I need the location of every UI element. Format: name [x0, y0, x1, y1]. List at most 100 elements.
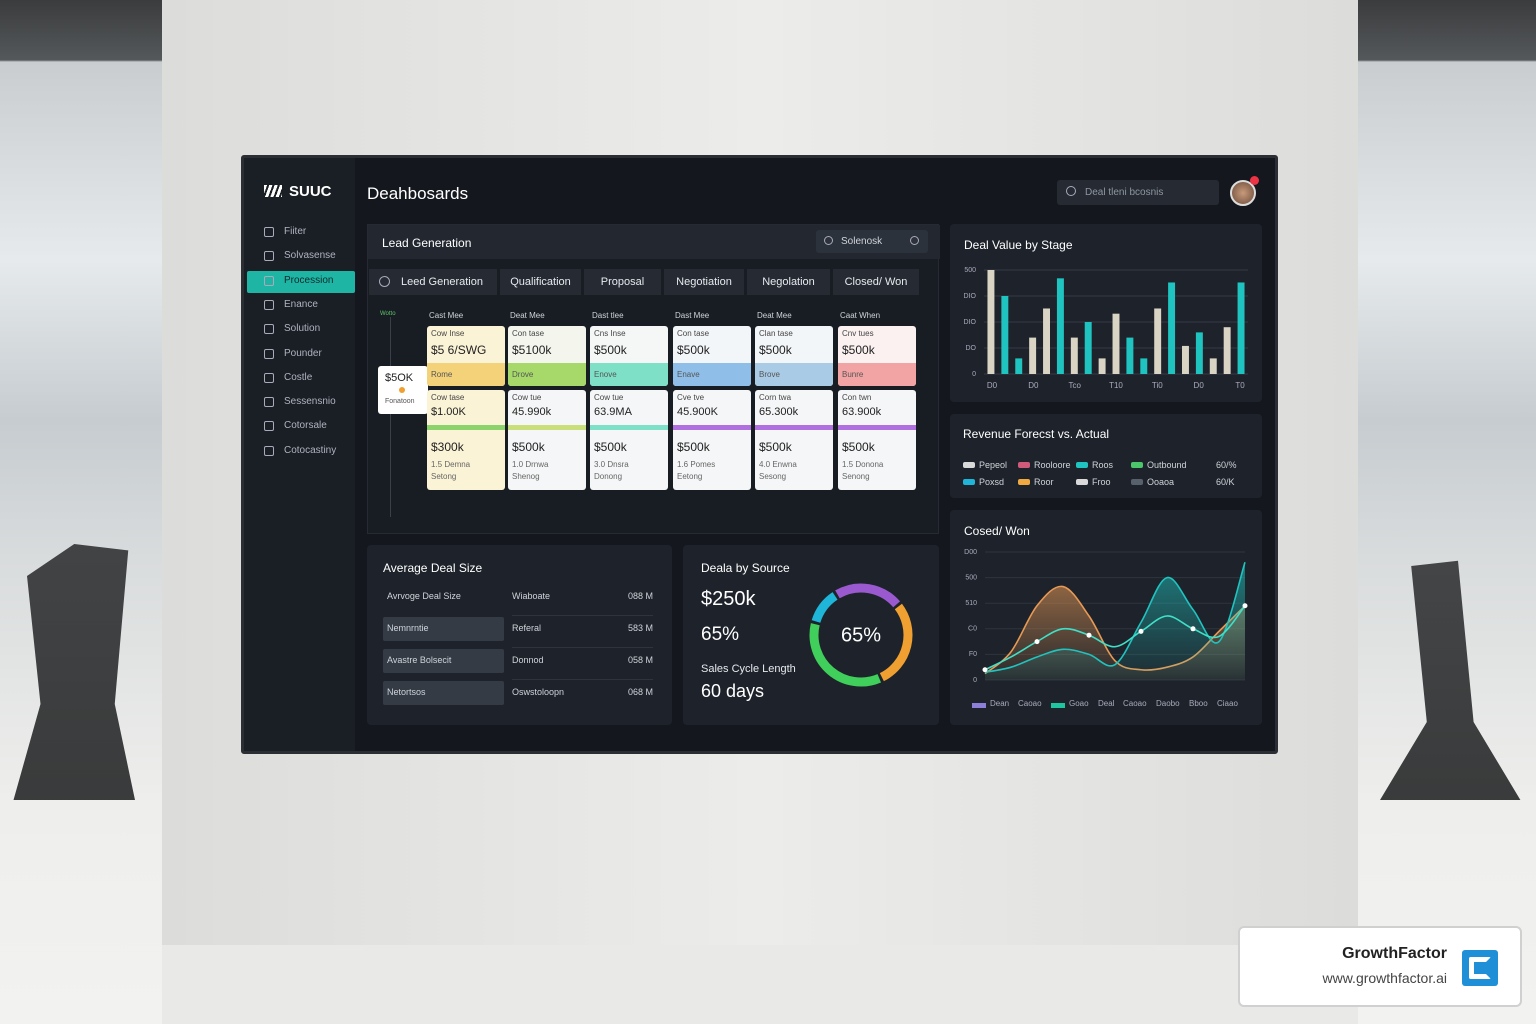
x-tick-label: T0: [1235, 381, 1245, 390]
legend-label: 60/%: [1216, 460, 1237, 470]
bar: [1015, 358, 1023, 374]
card-detail: 4.0 Enwna: [759, 460, 797, 469]
bar: [1182, 345, 1189, 374]
legend-label: Roor: [1034, 477, 1054, 487]
card-value: 45.900K: [677, 406, 718, 418]
deal-card: Cow tue 45.990k $500k 1.0 Drnwa Shenog: [508, 390, 586, 490]
page-title: Deahbosards: [367, 184, 469, 203]
card-value: $500k: [594, 343, 627, 357]
card-tag: Enove: [590, 363, 668, 386]
office-right: [1358, 0, 1536, 1024]
stage-tab[interactable]: Negotiation: [664, 269, 744, 295]
point: [1034, 639, 1040, 645]
nav-item: Pounder: [284, 347, 322, 359]
y-tick-label: D00: [964, 549, 977, 556]
card-detail: 1.5 Donona: [842, 460, 884, 469]
nav-icon: [264, 421, 274, 432]
nav-icon: [264, 372, 274, 383]
bar: [1001, 296, 1009, 374]
search-icon: [824, 236, 833, 245]
card-amount: $500k: [842, 440, 875, 454]
card-amount: $500k: [759, 440, 792, 454]
column-head: Cast Mee: [429, 311, 464, 320]
legend-label: Outbound: [1147, 460, 1187, 470]
line-chart: D00 500 510 C0 F0 0: [964, 549, 1248, 684]
legend-swatch: [972, 703, 986, 708]
sidebar: SUUC Fiiter Solvasense Procession Enance Solu…: [244, 158, 355, 751]
timeline-line: [390, 317, 391, 517]
stage-tab[interactable]: Negolation: [747, 269, 830, 295]
stage-tab[interactable]: Qualification: [500, 269, 581, 295]
floating-label: Fonatoon: [385, 398, 415, 405]
stage-tab[interactable]: Leed Generation: [369, 269, 497, 295]
deal-card: Clan tase $500k Brove: [755, 326, 833, 386]
card-amount: $300k: [431, 440, 464, 454]
bar: [1112, 313, 1120, 374]
x-tick-label: D0: [987, 381, 998, 390]
card-tag: Rome: [427, 363, 505, 386]
deal-card: Cow tue 63.9MA $500k 3.0 Dnsra Donong: [590, 390, 668, 490]
line: [984, 605, 1246, 671]
revenue-panel: Revenue Forecst vs. Actual Pepeol Rooloore…: [950, 414, 1262, 498]
kpi: $250k: [701, 588, 756, 610]
card-detail: Senong: [842, 472, 870, 481]
card-value: $500k: [842, 343, 875, 357]
bar: [1195, 332, 1203, 374]
row-rule: [512, 679, 653, 680]
bar: [1168, 282, 1176, 374]
pipeline-panel: Lead Generation Solenosk Leed Generation Qu…: [367, 224, 940, 534]
badge-url: www.growthfactor.ai: [1322, 970, 1448, 986]
legend-swatch: [1076, 462, 1088, 468]
tab-icon: [379, 276, 390, 287]
nav-item: Costle: [284, 371, 313, 383]
bar: [1056, 278, 1064, 374]
nav-item: Cotorsale: [284, 420, 327, 432]
floating-card: $5OK Fonatoon: [378, 366, 428, 414]
card-value: $1.00K: [431, 406, 466, 418]
stage-tab[interactable]: Proposal: [584, 269, 661, 295]
source-panel: Deala by Source $250k 65% Sales Cycle Lengt…: [683, 545, 939, 725]
nav-item: Fiiter: [284, 226, 307, 237]
legend-swatch: [963, 462, 975, 468]
nav-item: Procession: [284, 274, 334, 286]
stage-tab[interactable]: Closed/ Won: [833, 269, 919, 295]
donut-segment: [879, 603, 913, 682]
global-search: Deal tleni bcosnis: [1057, 180, 1219, 205]
card-divider: [590, 425, 668, 430]
floating-value: $5OK: [385, 372, 414, 384]
x-tick-label: T10: [1109, 381, 1123, 390]
deal-card: Cow Inse $5 6/SWG Rome: [427, 326, 505, 386]
badge-logo: [1462, 950, 1498, 986]
notification-dot: [1250, 176, 1259, 185]
bar: [1223, 327, 1231, 374]
floor: [162, 945, 1358, 1024]
legend-swatch: [1051, 703, 1065, 708]
bar: [1140, 358, 1148, 374]
y-tick-label: DIO: [964, 293, 977, 300]
panel-title: Cosed/ Won: [964, 524, 1030, 538]
kpi: 60 days: [701, 681, 765, 701]
avg-deal-panel: Average Deal Size Avrvoge Deal Size Wiaboa…: [367, 545, 672, 725]
deal-card: Cow tase $1.00K $300k 1.5 Demna Setong: [427, 390, 505, 490]
card-tag: Bunre: [838, 363, 916, 386]
card-label: Cow tue: [594, 393, 624, 402]
card-tag: Drove: [508, 363, 586, 386]
cell: 068 M: [627, 687, 653, 697]
x-tick-label: D0: [1028, 381, 1039, 390]
floating-dot: [399, 387, 405, 393]
search-icon: [1066, 186, 1076, 196]
cell: 058 M: [627, 655, 653, 665]
legend-label: Poxsd: [979, 477, 1005, 487]
deal-card: Cns Inse $500k Enove: [590, 326, 668, 386]
card-divider: [508, 425, 586, 430]
card-label: Con tase: [677, 329, 710, 338]
card-label: Cns Inse: [594, 329, 626, 338]
x-tick-label: D0: [1194, 381, 1205, 390]
point: [1138, 628, 1144, 634]
card-label: Cow tase: [431, 393, 465, 402]
brand-logo: [264, 185, 282, 197]
legend-label: Ooaoa: [1147, 477, 1175, 487]
cell: Avrvoge Deal Size: [387, 591, 461, 601]
bar: [1237, 282, 1245, 374]
